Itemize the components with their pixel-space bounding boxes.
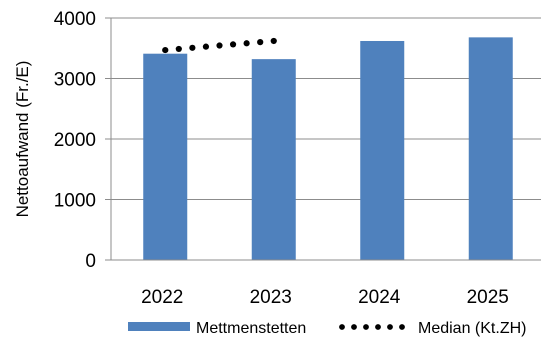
legend-label-bars: Mettmenstetten [196,320,306,337]
bar [360,40,405,260]
bar [143,53,188,260]
median-dot [216,42,223,49]
y-tick-label: 4000 [54,9,96,30]
legend-swatch-bars [128,322,190,331]
y-tick-label: 3000 [54,70,96,91]
bar [251,59,296,260]
x-tick-label: 2023 [250,287,292,308]
legend-swatch-median [339,324,405,330]
median-dot [175,45,182,53]
legend-median-dot [351,324,357,330]
median-dot [229,41,237,48]
legend-median-dot [387,324,393,330]
median-dot [243,40,250,47]
axes [110,18,541,261]
y-tick-label: 1000 [54,191,96,212]
x-tick-label: 2022 [141,287,183,308]
legend-median-dot [399,324,405,330]
median-dot [202,43,210,50]
y-tick-label: 0 [85,251,96,272]
x-tick-label: 2025 [467,287,509,308]
legend: Mettmenstetten Median (Kt.ZH) [128,320,526,337]
median-dot [257,39,264,46]
median-series [162,37,277,54]
y-tick-label: 2000 [54,130,96,151]
x-tick-labels: 2022 2023 2024 2025 [141,287,509,308]
x-tick-label: 2024 [358,287,401,308]
median-dot [162,46,169,54]
legend-median-dot [363,324,369,330]
bars [143,37,513,260]
legend-median-dot [375,324,381,330]
legend-label-median: Median (Kt.ZH) [418,320,526,337]
y-axis-title: Nettoaufwand (Fr./E) [13,61,32,218]
median-dot [270,37,277,45]
bar [468,37,513,260]
legend-median-dot [339,324,345,330]
median-dot [189,44,196,51]
y-tick-labels: 0 1000 2000 3000 4000 [54,9,96,272]
